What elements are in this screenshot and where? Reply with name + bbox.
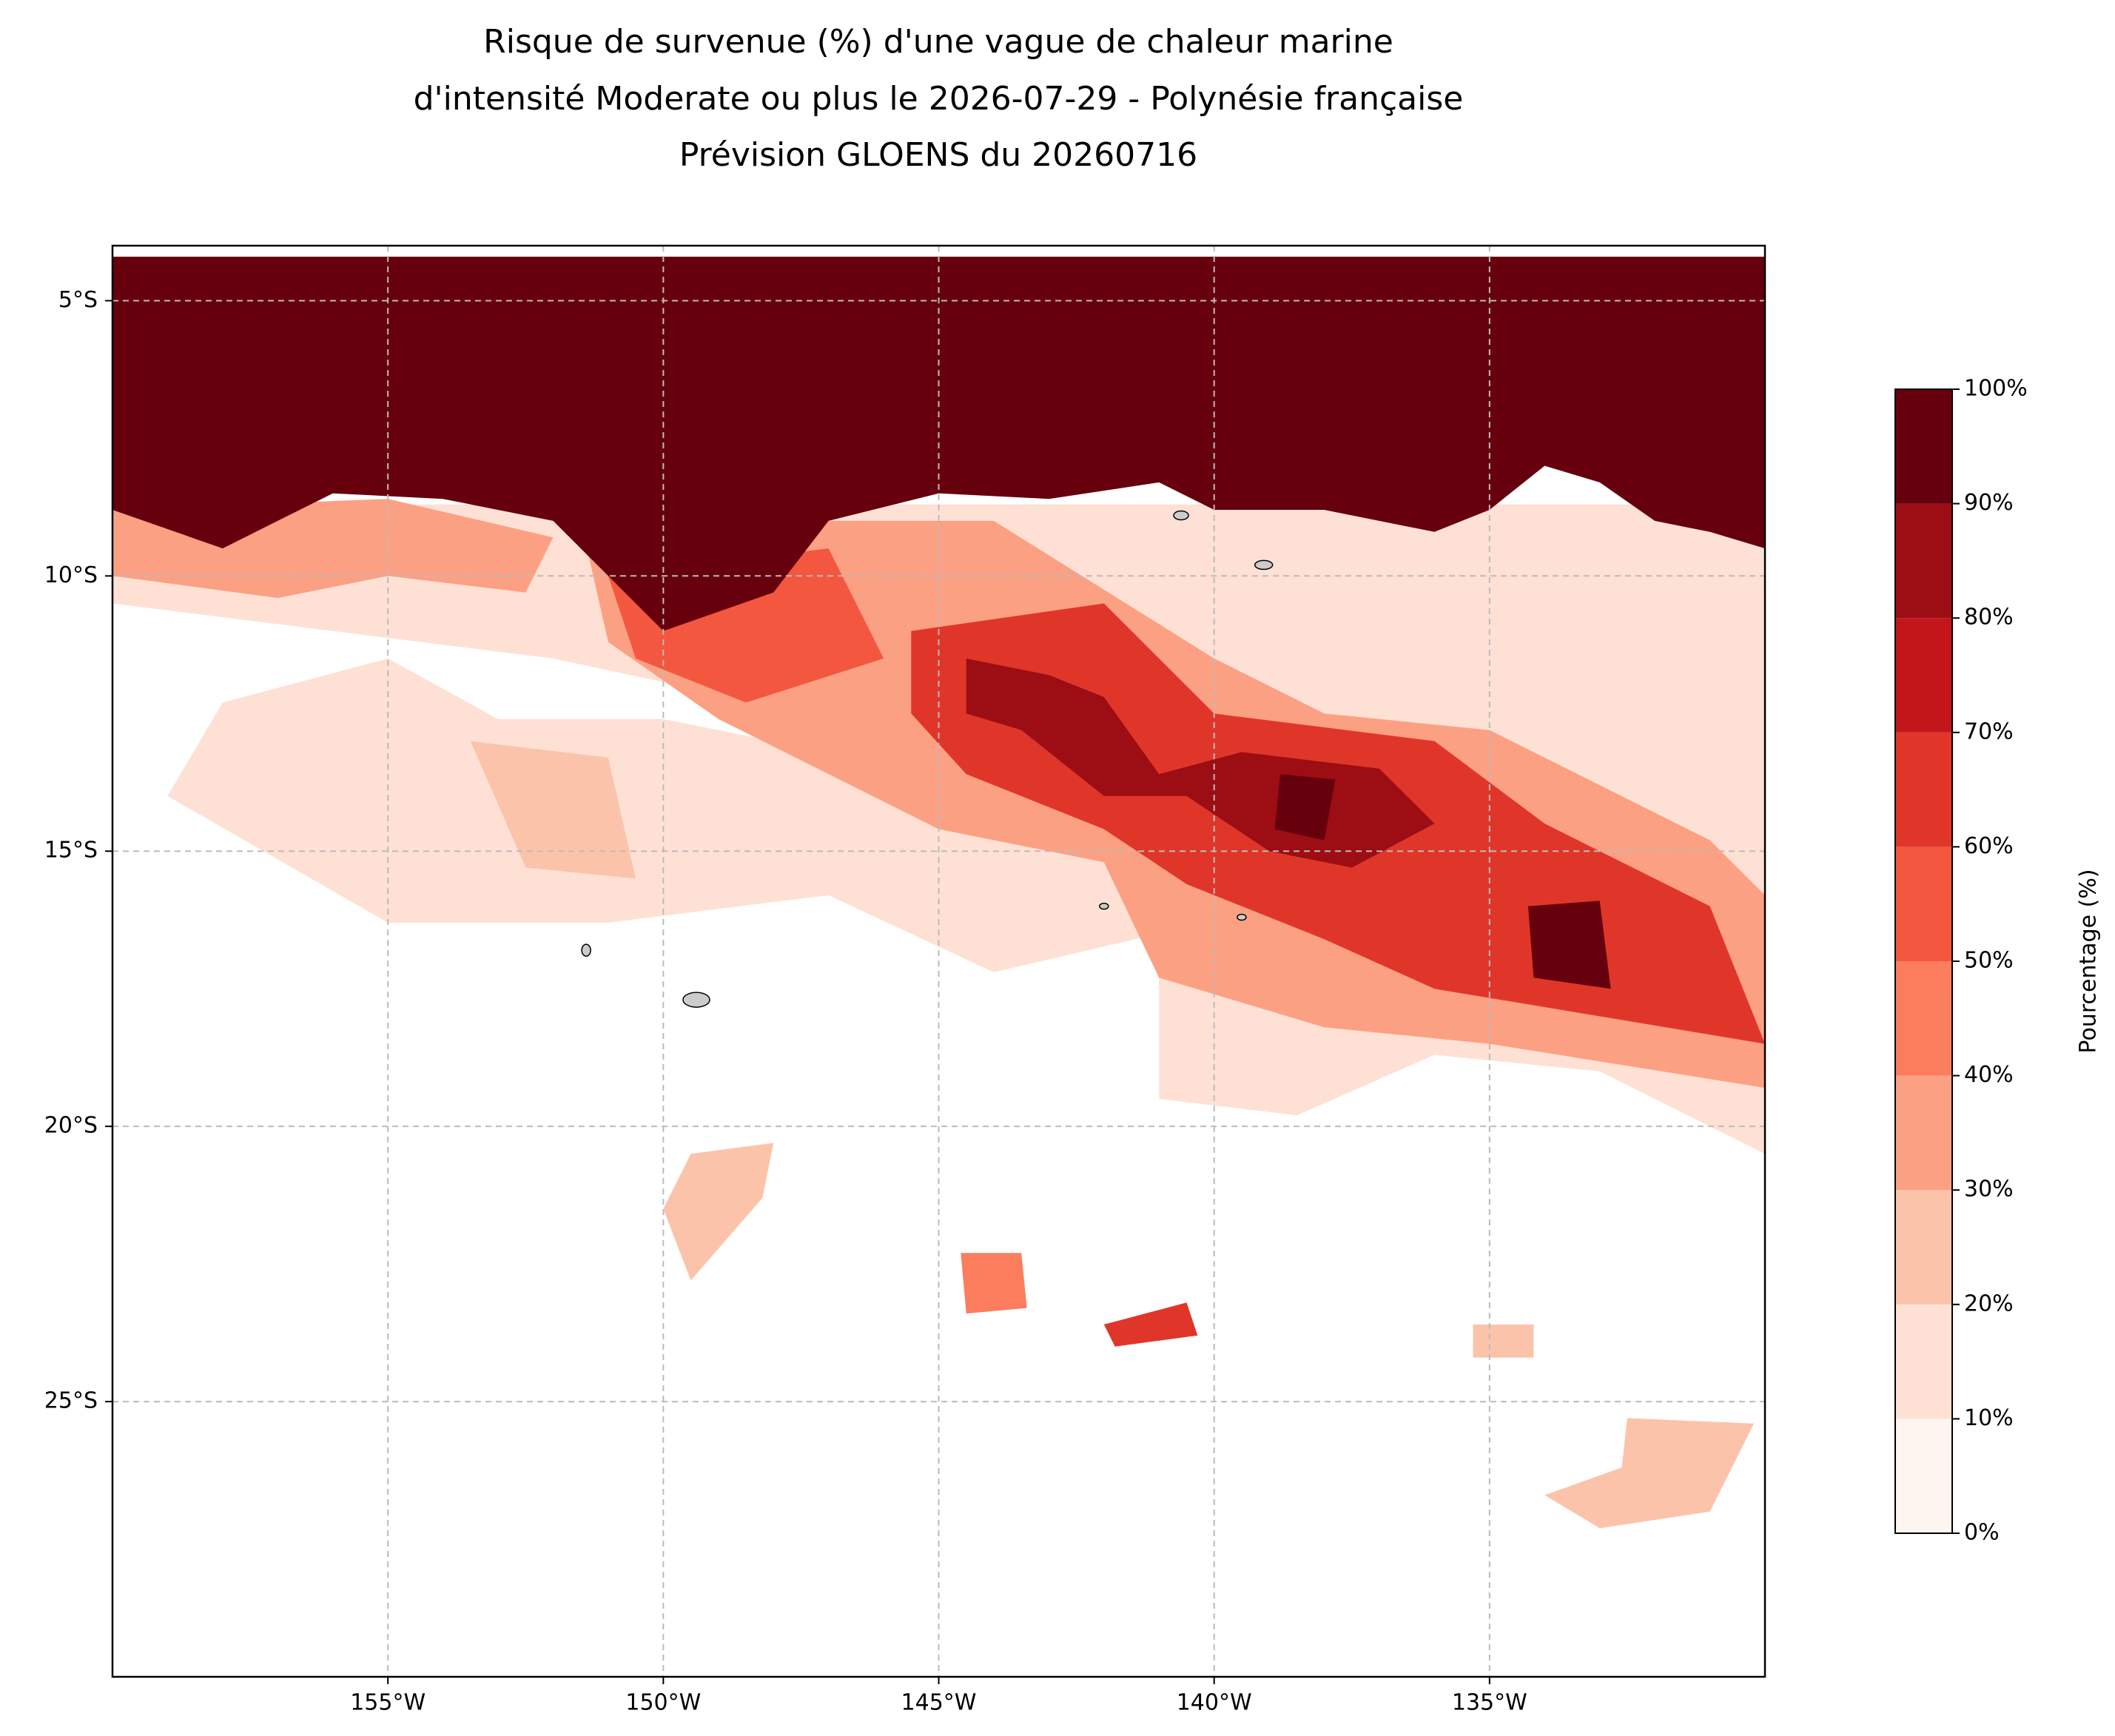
colorbar-tick-label: 60% bbox=[1964, 833, 2014, 859]
colorbar-segment bbox=[1895, 1304, 1952, 1419]
colorbar-tick-label: 0% bbox=[1964, 1520, 2000, 1546]
colorbar-segment bbox=[1895, 389, 1952, 504]
map-frame bbox=[111, 244, 1766, 1678]
contour-region bbox=[961, 1253, 1027, 1314]
y-tick-label: 25°S bbox=[44, 1388, 98, 1414]
colorbar-segment bbox=[1895, 1075, 1952, 1191]
colorbar-tick-label: 20% bbox=[1964, 1291, 2014, 1316]
island bbox=[1099, 902, 1109, 910]
x-tick-label: 155°W bbox=[350, 1690, 426, 1716]
colorbar-segment bbox=[1895, 961, 1952, 1076]
colorbar-segment bbox=[1895, 618, 1952, 733]
contour-region bbox=[1527, 901, 1611, 989]
contour-region bbox=[1274, 774, 1336, 841]
y-tick-label: 20°S bbox=[44, 1113, 98, 1139]
chart-title: Prévision GLOENS du 20260716 bbox=[679, 136, 1197, 174]
island bbox=[682, 992, 710, 1008]
y-tick-label: 10°S bbox=[44, 562, 98, 588]
island bbox=[581, 943, 591, 957]
chart-title: Risque de survenue (%) d'une vague de ch… bbox=[483, 23, 1393, 61]
contour-region bbox=[1103, 1302, 1198, 1347]
contour-region bbox=[470, 741, 636, 879]
island bbox=[1237, 913, 1247, 921]
colorbar-tick-label: 10% bbox=[1964, 1405, 2014, 1431]
axes: 155°W 150°W 145°W 140°W 135°W 5°S 10°S 15°S 20°S… bbox=[44, 246, 1765, 1716]
x-tick-label: 140°W bbox=[1177, 1690, 1252, 1716]
contour-region bbox=[1544, 1418, 1755, 1529]
colorbar-segment bbox=[1895, 1190, 1952, 1305]
island bbox=[1173, 510, 1189, 521]
colorbar-segment bbox=[1895, 847, 1952, 961]
colorbar-segment bbox=[1895, 1419, 1952, 1533]
colorbar-tick-label: 50% bbox=[1964, 948, 2014, 974]
island bbox=[1254, 559, 1274, 571]
colorbar-frame bbox=[1894, 388, 1953, 1534]
colorbar-tick-label: 70% bbox=[1964, 719, 2014, 744]
colorbar-tick-label: 100% bbox=[1964, 376, 2028, 402]
y-tick-label: 5°S bbox=[58, 287, 98, 313]
colorbar-tick-label: 40% bbox=[1964, 1062, 2014, 1088]
x-tick-label: 135°W bbox=[1452, 1690, 1527, 1716]
colorbar-tick-label: 80% bbox=[1964, 605, 2014, 630]
x-tick-label: 145°W bbox=[901, 1690, 977, 1716]
y-tick-label: 15°S bbox=[44, 838, 98, 864]
colorbar-tick-label: 90% bbox=[1964, 490, 2014, 516]
contour-region bbox=[663, 1143, 774, 1281]
contour-region bbox=[1473, 1324, 1534, 1358]
colorbar-segment bbox=[1895, 732, 1952, 847]
colorbar-segment bbox=[1895, 503, 1952, 619]
colorbar-label: Pourcentage (%) bbox=[2076, 869, 2102, 1053]
chart-title: d'intensité Moderate ou plus le 2026-07-… bbox=[414, 80, 1464, 118]
x-tick-label: 150°W bbox=[625, 1690, 701, 1716]
colorbar-tick-label: 30% bbox=[1964, 1177, 2014, 1202]
